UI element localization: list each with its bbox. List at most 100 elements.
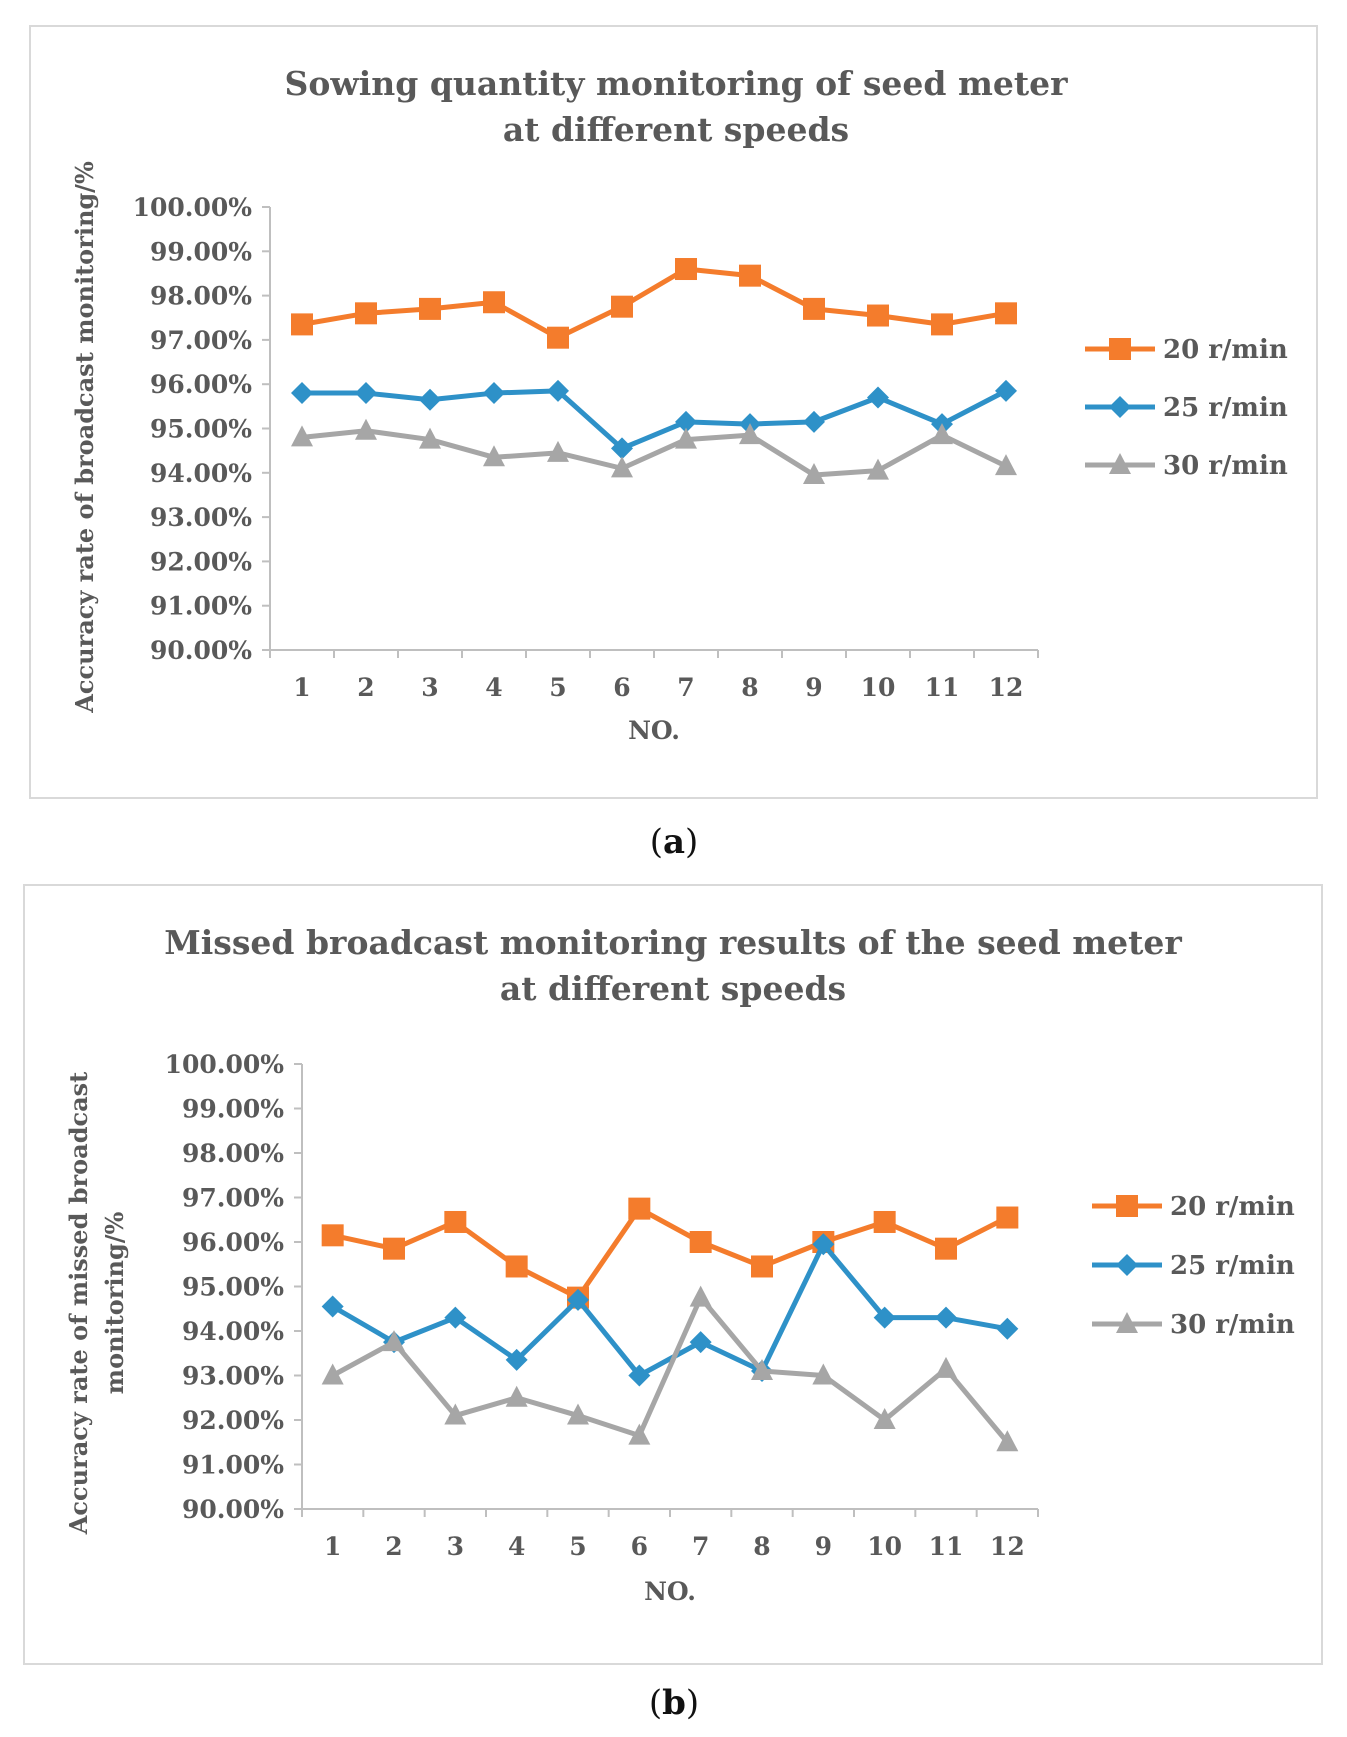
chart-a-point-25-r-min-12 [995,379,1017,402]
chart-b-x-axis-label: NO. [644,1577,696,1606]
chart-panel-a: Sowing quantity monitoring of seed meter… [29,25,1318,799]
chart-a-x-axis-label: NO. [628,716,680,745]
chart-a-x-tick-label: 3 [421,673,438,702]
chart-a-point-25-r-min-4 [483,382,505,405]
chart-b-point-20-r-min-1 [321,1224,344,1247]
chart-b-series-line-30-r-min [331,1295,1010,1444]
chart-a-x-tick-label: 12 [989,673,1024,702]
chart-a-point-30-r-min-12 [995,454,1017,476]
chart-b-point-20-r-min-3 [444,1210,467,1233]
chart-b-legend-label-25-r-min: 25 r/min [1170,1251,1295,1281]
chart-b-legend-label-20-r-min: 20 r/min [1170,1192,1295,1222]
caption-b-letter: b [662,1683,686,1723]
chart-b-legend-label-30-r-min: 30 r/min [1170,1310,1295,1340]
chart-a-point-20-r-min-6 [611,295,633,318]
chart-a-point-25-r-min-7 [675,410,697,433]
chart-b-point-30-r-min-11 [935,1356,957,1378]
chart-b-point-30-r-min-8 [751,1359,773,1381]
chart-a-point-30-r-min-11 [931,423,953,445]
chart-a-legend-marker-30-r-min [1109,453,1131,474]
caption-b: (b) [624,1683,724,1723]
chart-b-point-20-r-min-12 [996,1206,1019,1229]
chart-b-point-20-r-min-8 [751,1255,773,1278]
chart-a-y-tick-label: 98.00% [150,282,252,311]
chart-a-point-20-r-min-5 [547,326,569,349]
chart-b-y-tick-label: 93.00% [182,1362,284,1391]
chart-a-point-20-r-min-2 [355,302,377,325]
chart-a-legend-label-20-r-min: 20 r/min [1163,335,1288,365]
chart-b-point-30-r-min-9 [812,1363,835,1385]
chart-a-x-tick-label: 1 [293,673,310,702]
chart-b-y-tick-label: 92.00% [182,1406,284,1435]
chart-a-point-20-r-min-12 [995,302,1017,325]
chart-a-point-25-r-min-1 [291,382,313,405]
chart-b-point-25-r-min-4 [505,1348,528,1371]
chart-b-x-tick-label: 8 [753,1532,770,1561]
chart-b-x-tick-label: 6 [631,1532,648,1561]
chart-b-series-line-20-r-min [332,1206,1009,1301]
chart-b-x-tick-label: 1 [324,1532,341,1561]
chart-b-point-30-r-min-12 [996,1430,1019,1452]
chart-a-point-30-r-min-6 [611,456,633,478]
chart-b-legend-marker-30-r-min [1116,1312,1138,1333]
chart-b-x-tick-label: 10 [867,1532,902,1561]
chart-b-legend-marker-20-r-min [1116,1195,1138,1217]
chart-b-y-tick-label: 100.00% [165,1050,285,1079]
chart-b-x-tick-label: 5 [569,1532,586,1561]
chart-b-point-25-r-min-10 [873,1306,896,1329]
chart-b-y-tick-label: 99.00% [182,1095,284,1124]
caption-b-open: ( [648,1683,663,1723]
chart-b-point-20-r-min-4 [505,1255,528,1278]
chart-a-legend-marker-20-r-min [1109,338,1131,360]
chart-a-point-25-r-min-2 [355,382,377,405]
chart-a-y-axis-label-line-1: Accuracy rate of broadcast monitoring/% [70,161,99,714]
chart-b-legend-marker-25-r-min [1116,1254,1138,1276]
caption-a-open: ( [649,822,663,862]
chart-a-y-tick-label: 91.00% [150,592,252,621]
chart-a-point-30-r-min-7 [675,427,697,449]
chart-b-point-20-r-min-7 [689,1231,712,1253]
chart-b-y-axis-label-line-2: monitoring/% [100,1211,129,1394]
chart-a-point-25-r-min-9 [803,410,825,433]
chart-a-point-30-r-min-5 [547,440,569,462]
chart-b-y-tick-label: 90.00% [182,1495,284,1524]
chart-b-point-25-r-min-7 [689,1331,712,1354]
chart-b-y-tick-label: 96.00% [182,1228,284,1257]
chart-b-point-25-r-min-5 [567,1288,589,1311]
chart-b-title-line-1: Missed broadcast monitoring results of t… [164,923,1182,962]
chart-a-y-tick-label: 92.00% [150,547,252,576]
chart-a-y-tick-label: 94.00% [150,459,252,488]
chart-b-x-tick-label: 9 [815,1532,832,1561]
chart-b-x-tick-label: 2 [385,1532,402,1561]
chart-a-point-30-r-min-1 [291,425,313,447]
chart-a-y-tick-label: 99.00% [150,237,252,266]
chart-b-point-30-r-min-5 [567,1403,589,1425]
chart-a-point-20-r-min-3 [419,297,441,320]
chart-b-y-tick-label: 95.00% [182,1273,284,1302]
chart-b-point-20-r-min-10 [873,1210,896,1233]
chart-a-legend-label-25-r-min: 25 r/min [1163,393,1288,423]
chart-a-point-30-r-min-10 [867,458,889,480]
chart-b-point-25-r-min-12 [996,1317,1019,1340]
chart-a-point-25-r-min-5 [547,379,569,402]
chart-a-point-20-r-min-7 [675,258,697,281]
chart-b-y-tick-label: 97.00% [182,1184,284,1213]
chart-a-y-tick-label: 93.00% [150,503,252,532]
chart-a-series-line-25-r-min [302,388,1008,451]
chart-a-x-tick-label: 10 [861,673,896,702]
chart-b-y-axis-label-line-1: Accuracy rate of missed broadcast [64,1072,93,1535]
chart-a-svg: Sowing quantity monitoring of seed meter… [70,64,1288,745]
chart-a-y-tick-label: 100.00% [133,193,253,222]
chart-a-point-30-r-min-4 [483,445,505,467]
chart-b-y-tick-label: 91.00% [182,1451,284,1480]
chart-b-point-25-r-min-11 [935,1306,957,1329]
chart-b-point-20-r-min-6 [628,1197,651,1220]
chart-a-x-tick-label: 7 [677,673,694,702]
chart-b-point-30-r-min-10 [873,1408,896,1429]
chart-a-legend-label-30-r-min: 30 r/min [1163,451,1288,481]
chart-b-point-20-r-min-11 [935,1237,957,1260]
chart-a-point-30-r-min-2 [355,418,377,440]
chart-b-point-30-r-min-3 [444,1403,467,1425]
chart-b-point-25-r-min-3 [444,1306,467,1329]
chart-a-y-tick-label: 95.00% [150,415,252,444]
